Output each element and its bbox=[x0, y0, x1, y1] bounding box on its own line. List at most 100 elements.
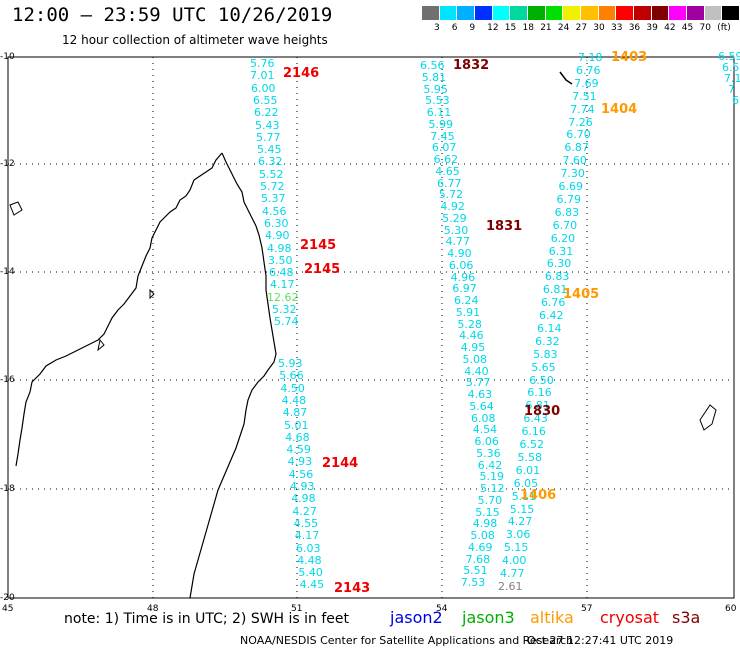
wave-height-value: 5.01 bbox=[284, 418, 309, 432]
wave-height-value: 5.72 bbox=[260, 180, 285, 193]
lon-tick-label: 48 bbox=[147, 604, 159, 614]
scale-label: 9 bbox=[469, 23, 476, 33]
lat-tick-label: -12 bbox=[0, 159, 15, 169]
wave-height-value: 4.96 bbox=[450, 270, 476, 284]
wave-height-value: 6.32 bbox=[535, 334, 560, 348]
wave-height-value: 7.60 bbox=[562, 154, 587, 168]
wave-height-value: 6.06 bbox=[448, 258, 474, 272]
island-shape bbox=[559, 71, 573, 85]
scale-swatch bbox=[598, 6, 617, 20]
wave-height-value: 6.79 bbox=[556, 192, 582, 206]
scale-label: 6 bbox=[451, 23, 458, 33]
scale-swatch bbox=[669, 6, 688, 20]
madagascar-coastline bbox=[189, 152, 277, 599]
wave-height-value: 6.55 bbox=[253, 93, 278, 107]
wave-height-value: 6.16 bbox=[527, 386, 552, 400]
lat-tick-label: -20 bbox=[0, 593, 15, 603]
wave-height-value: 4.45 bbox=[299, 578, 325, 592]
lon-tick-label: 45 bbox=[2, 604, 14, 614]
wave-height-value: 5.99 bbox=[428, 117, 454, 131]
wave-height-value: 4.92 bbox=[440, 200, 465, 213]
wave-height-value: 5.08 bbox=[470, 529, 495, 542]
wave-height-value: 4.50 bbox=[280, 381, 305, 395]
wave-height-value: 5.30 bbox=[443, 223, 469, 237]
legend-item-jason2: jason2 bbox=[390, 608, 443, 627]
wave-height-value: 5.93 bbox=[278, 357, 303, 370]
scale-swatch bbox=[475, 6, 493, 20]
wave-height-value: 4.63 bbox=[467, 388, 493, 401]
wave-height-value: 6.83 bbox=[554, 205, 580, 219]
footer-credit: NOAA/NESDIS Center for Satellite Applica… bbox=[240, 634, 574, 647]
wave-height-value: 4.68 bbox=[285, 430, 310, 444]
wave-height-value: 6.05 bbox=[513, 476, 539, 490]
wave-height-value: 6.08 bbox=[471, 411, 496, 425]
wave-height-value: 7.51 bbox=[572, 89, 597, 103]
wave-height-value: 5.11 bbox=[511, 489, 537, 503]
scale-swatch bbox=[651, 6, 670, 20]
wave-height-value: 5.53 bbox=[425, 94, 450, 108]
wave-height-value: 6.81 bbox=[525, 399, 550, 413]
wave-height-value: 5.45 bbox=[257, 143, 282, 157]
wave-height-value: 4.65 bbox=[435, 164, 460, 178]
wave-height-value: 4.56 bbox=[288, 467, 314, 481]
pass-time-label: 2145 bbox=[300, 238, 337, 253]
island-shape bbox=[699, 404, 717, 431]
wave-height-value: 5.32 bbox=[272, 303, 297, 316]
wave-height-value: 6.59 bbox=[718, 50, 740, 63]
island-shape bbox=[149, 288, 155, 300]
wave-height-value: 6.24 bbox=[454, 294, 479, 307]
page-title: 12:00 — 23:59 UTC 10/26/2019 bbox=[12, 4, 333, 26]
scale-label: 27 bbox=[575, 23, 588, 33]
wave-height-value: 4.48 bbox=[297, 553, 322, 567]
wave-height-value: 6.22 bbox=[254, 106, 279, 120]
legend-item-cryosat: cryosat bbox=[600, 608, 660, 627]
pass-time-label: 2145 bbox=[304, 262, 341, 277]
wave-height-value: 6.62 bbox=[433, 153, 459, 166]
scale-label: 39 bbox=[646, 23, 658, 33]
wave-height-value: 6.32 bbox=[258, 155, 283, 169]
wave-height-value: 6.87 bbox=[564, 141, 589, 155]
wave-height-value: 6.52 bbox=[519, 438, 545, 451]
wave-height-value: 7.18 bbox=[578, 51, 603, 64]
island-shape bbox=[9, 201, 23, 216]
scale-swatch bbox=[563, 6, 582, 20]
scale-swatch bbox=[545, 6, 564, 20]
pass-time-label: 1832 bbox=[453, 58, 490, 73]
pass-time-label: 1406 bbox=[520, 488, 557, 503]
scale-label: 33 bbox=[611, 23, 623, 33]
wave-height-value: 5.15 bbox=[503, 541, 529, 555]
wave-height-value: 3.06 bbox=[505, 528, 531, 542]
scale-label: 15 bbox=[504, 23, 517, 33]
wave-height-value: 5.36 bbox=[476, 446, 501, 460]
legend-item-jason3: jason3 bbox=[462, 608, 515, 627]
lat-tick-label: -16 bbox=[0, 375, 15, 385]
wave-height-value: 7.01 bbox=[250, 69, 275, 83]
scale-swatch bbox=[687, 6, 705, 20]
wave-height-value: 4.46 bbox=[459, 329, 484, 343]
scale-label: 3 bbox=[434, 23, 440, 33]
wave-height-value: 6.00 bbox=[251, 81, 276, 95]
wave-height-value: 4.69 bbox=[468, 540, 493, 554]
scale-swatch bbox=[616, 6, 635, 20]
wave-height-value: 6.50 bbox=[529, 373, 554, 387]
wave-height-value: 6.03 bbox=[296, 541, 321, 555]
wave-height-value: 4.95 bbox=[460, 341, 486, 354]
scale-label: (ft) bbox=[717, 23, 731, 33]
wave-height-value: 6.76 bbox=[540, 296, 566, 310]
wave-height-value: 7.26 bbox=[568, 115, 593, 129]
scale-label: 12 bbox=[487, 23, 499, 33]
scale-swatch bbox=[634, 6, 652, 20]
wave-height-value: 4.17 bbox=[294, 529, 320, 543]
wave-height-value: 4.55 bbox=[293, 516, 319, 530]
wave-height-value: 6.06 bbox=[474, 435, 499, 448]
wave-height-value: 12.62 bbox=[267, 290, 299, 304]
color-scale-bar bbox=[422, 6, 740, 20]
lat-tick-label: -14 bbox=[0, 267, 15, 277]
wave-height-value: 4.90 bbox=[265, 229, 290, 243]
lon-tick-label: 57 bbox=[581, 604, 593, 614]
wave-height-value: 6.11 bbox=[426, 106, 452, 119]
wave-height-value: 4.27 bbox=[292, 504, 317, 518]
wave-height-value: 6.5 bbox=[722, 61, 740, 74]
legend-item-altika: altika bbox=[530, 608, 574, 627]
